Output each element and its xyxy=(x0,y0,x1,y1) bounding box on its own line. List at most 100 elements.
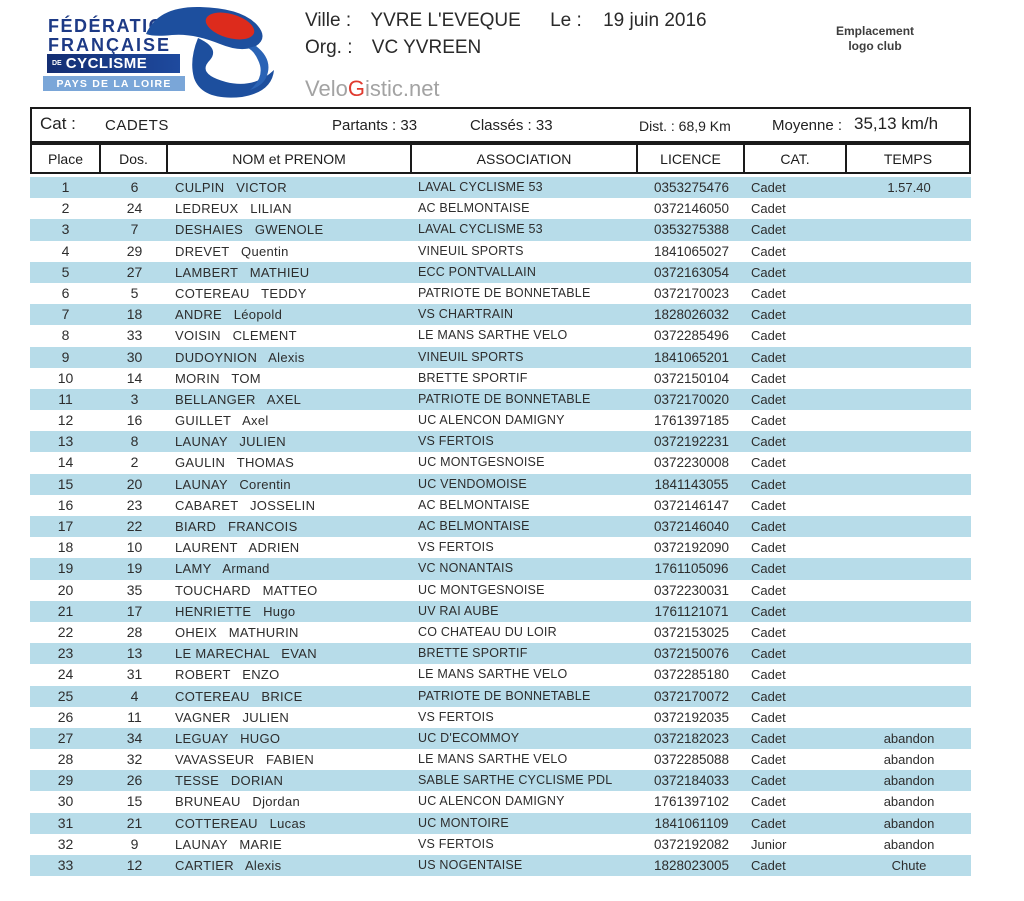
logo-de-text: DE xyxy=(52,60,62,67)
category-cell: Junior xyxy=(751,836,787,852)
category-cell: Cadet xyxy=(751,752,786,768)
club-cell: PATRIOTE DE BONNETABLE xyxy=(418,391,591,406)
dossard-cell: 34 xyxy=(126,729,143,746)
category-cell: Cadet xyxy=(751,413,786,429)
place-cell: 2 xyxy=(61,200,70,217)
table-row: 31 21 COTTEREAU Lucas UC MONTOIRE 184106… xyxy=(30,812,971,834)
ville-value: YVRE L'EVEQUE xyxy=(370,10,521,31)
logo-federation-text: FÉDÉRATION xyxy=(48,16,179,36)
place-cell: 26 xyxy=(57,708,74,725)
place-cell: 3 xyxy=(61,221,70,238)
licence-cell: 0372192231 xyxy=(653,434,730,450)
dossard-cell: 29 xyxy=(126,242,143,259)
starters-count: Partants : 33 xyxy=(332,117,418,134)
club-cell: US NOGENTAISE xyxy=(418,858,523,872)
club-cell: LAVAL CYCLISME 53 xyxy=(418,222,543,237)
place-cell: 8 xyxy=(61,327,70,344)
club-cell: BRETTE SPORTIF xyxy=(418,370,528,385)
table-row: 9 30 DUDOYNION Alexis VINEUIL SPORTS 184… xyxy=(30,346,971,368)
time-cell: abandon xyxy=(883,773,935,789)
place-cell: 32 xyxy=(57,835,74,852)
dossard-cell: 6 xyxy=(130,179,139,195)
club-cell: CO CHATEAU DU LOIR xyxy=(418,624,557,639)
rider-name-cell: LAUNAY Corentin xyxy=(175,476,291,492)
time-cell xyxy=(847,495,971,516)
table-row: 13 8 LAUNAY JULIEN VS FERTOIS 0372192231… xyxy=(30,431,971,453)
place-cell: 29 xyxy=(57,772,74,789)
table-row: 3 7 DESHAIES GWENOLE LAVAL CYCLISME 53 0… xyxy=(30,219,971,241)
rider-name-cell: LE MARECHAL EVAN xyxy=(175,646,317,662)
club-cell: UC D'ECOMMOY xyxy=(418,730,520,745)
club-cell: VINEUIL SPORTS xyxy=(418,243,524,258)
rider-name-cell: CARTIER Alexis xyxy=(175,858,282,873)
place-cell: 33 xyxy=(57,857,74,873)
place-cell: 15 xyxy=(57,475,74,492)
dossard-cell: 22 xyxy=(126,518,143,534)
rider-name-cell: DESHAIES GWENOLE xyxy=(175,222,324,238)
place-cell: 14 xyxy=(57,454,74,471)
rider-name-cell: VAGNER JULIEN xyxy=(175,709,290,725)
time-cell xyxy=(847,262,971,283)
place-cell: 9 xyxy=(61,348,70,365)
table-row: 8 33 VOISIN CLEMENT LE MANS SARTHE VELO … xyxy=(30,325,971,346)
club-cell: UC ALENCON DAMIGNY xyxy=(418,794,565,809)
col-header-time: TEMPS xyxy=(845,143,971,174)
table-row: 32 9 LAUNAY MARIE VS FERTOIS 0372192082 … xyxy=(30,834,971,855)
category-cell: Cadet xyxy=(751,603,786,619)
licence-cell: 0372170023 xyxy=(653,285,730,301)
rider-name-cell: COTEREAU TEDDY xyxy=(175,285,307,301)
brand-istic: istic.net xyxy=(364,76,440,101)
emplacement-line2: logo club xyxy=(848,39,902,53)
time-cell xyxy=(847,601,971,622)
place-cell: 6 xyxy=(61,284,70,301)
rider-name-cell: TESSE DORIAN xyxy=(175,773,284,789)
table-row: 6 5 COTEREAU TEDDY PATRIOTE DE BONNETABL… xyxy=(30,283,971,304)
rider-name-cell: LAMBERT MATHIEU xyxy=(175,264,310,280)
licence-cell: 0372163054 xyxy=(653,264,730,280)
category-cell: Cadet xyxy=(751,243,786,259)
category-cell: Cadet xyxy=(751,497,786,513)
club-cell: LE MANS SARTHE VELO xyxy=(418,328,568,343)
table-row: 22 28 OHEIX MATHURIN CO CHATEAU DU LOIR … xyxy=(30,622,971,643)
licence-cell: 0372170020 xyxy=(653,391,730,407)
licence-cell: 0372192082 xyxy=(653,836,730,852)
rider-name-cell: MORIN TOM xyxy=(175,370,261,386)
dossard-cell: 3 xyxy=(130,390,139,407)
licence-cell: 1841143055 xyxy=(654,476,729,492)
licence-cell: 1841061109 xyxy=(654,815,729,831)
dossard-cell: 32 xyxy=(126,751,143,768)
licence-cell: 1761121071 xyxy=(654,603,729,619)
club-cell: LAVAL CYCLISME 53 xyxy=(418,180,543,194)
club-cell: UC MONTGESNOISE xyxy=(418,582,545,597)
table-row: 5 27 LAMBERT MATHIEU ECC PONTVALLAIN 037… xyxy=(30,261,971,283)
category-cell: Cadet xyxy=(751,688,786,704)
licence-cell: 0372146147 xyxy=(653,497,730,513)
place-cell: 17 xyxy=(57,518,74,534)
rider-name-cell: LAUNAY JULIEN xyxy=(175,434,286,450)
org-value: VC YVREEN xyxy=(371,37,482,58)
dossard-cell: 33 xyxy=(126,327,143,344)
rider-name-cell: GAULIN THOMAS xyxy=(175,455,295,471)
club-cell: PATRIOTE DE BONNETABLE xyxy=(418,285,591,300)
rider-name-cell: LAURENT ADRIEN xyxy=(175,540,300,556)
table-row: 4 29 DREVET Quentin VINEUIL SPORTS 18410… xyxy=(30,241,971,262)
time-cell: abandon xyxy=(883,836,935,852)
org-line: Org. : VC YVREEN xyxy=(305,37,735,64)
club-cell: LE MANS SARTHE VELO xyxy=(418,752,568,767)
event-title-block: Ville : YVRE L'EVEQUE Le : 19 juin 2016 … xyxy=(305,10,735,102)
table-row: 17 22 BIARD FRANCOIS AC BELMONTAISE 0372… xyxy=(30,516,971,538)
licence-cell: 1761105096 xyxy=(654,561,729,577)
table-row: 10 14 MORIN TOM BRETTE SPORTIF 037215010… xyxy=(30,368,971,389)
table-row: 16 23 CABARET JOSSELIN AC BELMONTAISE 03… xyxy=(30,495,971,516)
rider-name-cell: LAMY Armand xyxy=(175,561,270,577)
time-cell xyxy=(847,198,971,219)
rider-name-cell: LEGUAY HUGO xyxy=(175,730,281,746)
average-value: 35,13 km/h xyxy=(854,114,939,133)
dossard-cell: 13 xyxy=(126,645,143,662)
club-cell: BRETTE SPORTIF xyxy=(418,646,528,661)
licence-cell: 0353275476 xyxy=(653,180,730,195)
place-cell: 19 xyxy=(57,560,74,577)
dossard-cell: 23 xyxy=(126,496,143,513)
category-cell: Cadet xyxy=(751,285,786,301)
dossard-cell: 11 xyxy=(127,708,142,725)
